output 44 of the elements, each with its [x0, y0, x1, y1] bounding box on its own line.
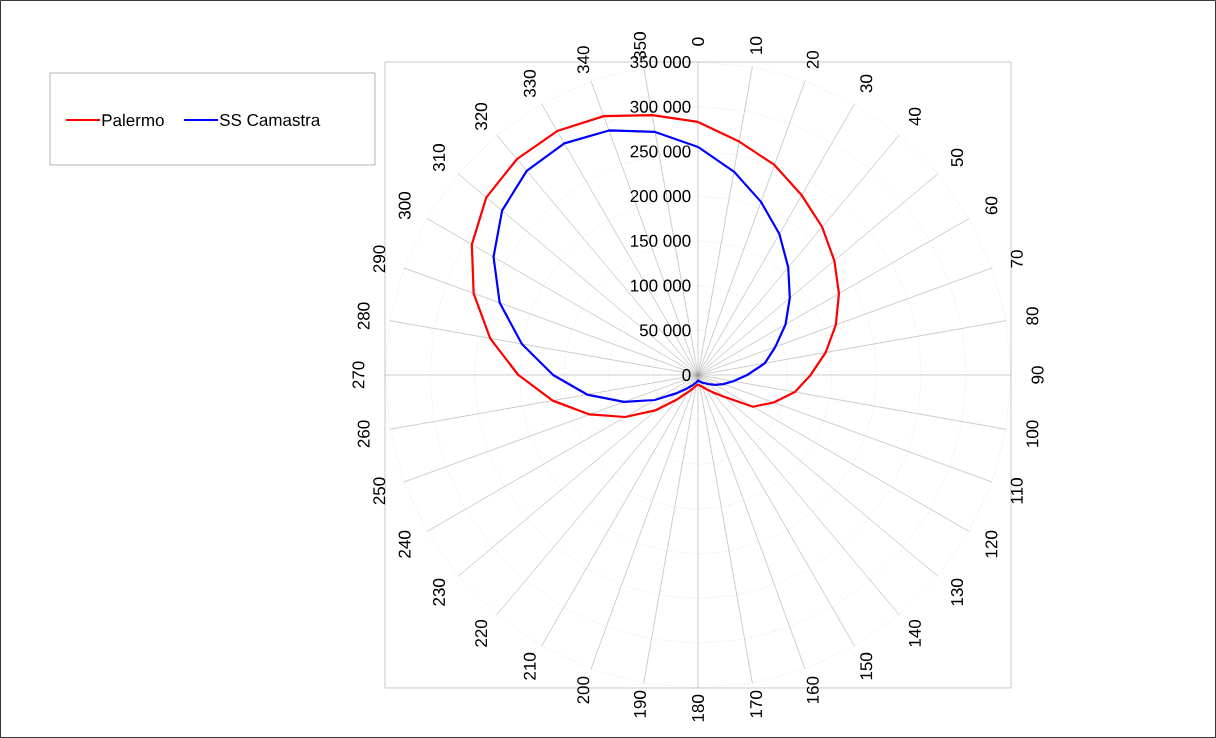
spoke-label: 10 [750, 36, 763, 54]
spoke-label: 340 [577, 46, 590, 74]
spoke-label: 0 [691, 37, 705, 46]
spoke-label: 120 [985, 530, 998, 558]
legend-label: Palermo [102, 113, 164, 127]
spoke-label: 320 [475, 103, 488, 131]
spoke-label: 300 [398, 192, 411, 220]
spoke-label: 130 [951, 578, 964, 606]
spoke-label: 170 [750, 690, 763, 718]
spoke-label: 20 [806, 50, 819, 69]
spoke-label: 70 [1010, 250, 1023, 268]
spoke-label: 290 [373, 245, 386, 273]
spoke-label: 90 [1031, 366, 1044, 384]
spoke-label: 160 [806, 676, 819, 704]
spoke-label: 230 [432, 578, 445, 606]
spoke-label: 80 [1026, 307, 1039, 325]
spoke-label: 310 [432, 144, 445, 172]
spoke-label: 180 [691, 694, 705, 722]
spoke-label: 30 [860, 74, 873, 93]
legend-label: SS Camastra [219, 113, 321, 127]
y-tick-label: 200 000 [630, 190, 691, 203]
y-tick-label: 50 000 [639, 324, 691, 337]
spoke-label: 240 [398, 530, 411, 558]
spoke-label: 250 [373, 477, 386, 505]
spoke-label: 50 [951, 148, 964, 167]
y-tick-label: 100 000 [631, 279, 691, 292]
spoke-label: 40 [908, 107, 921, 126]
spoke-label: 140 [908, 619, 921, 647]
spoke-label: 100 [1026, 420, 1039, 447]
y-tick-label: 0 [682, 368, 691, 382]
spoke-label: 200 [577, 676, 590, 704]
y-tick-label: 250 000 [630, 145, 691, 158]
spoke-label: 150 [860, 652, 873, 680]
spoke-label: 220 [475, 619, 488, 647]
spoke-label: 190 [633, 690, 646, 718]
spoke-label: 270 [352, 361, 365, 389]
spoke-label: 330 [523, 70, 536, 98]
spoke-label: 60 [985, 196, 998, 215]
y-tick-label: 300 000 [630, 100, 691, 113]
spoke-label: 280 [357, 302, 370, 330]
spoke-label: 260 [357, 420, 370, 448]
y-tick-label: 150 000 [631, 234, 691, 247]
spoke-label: 210 [523, 652, 536, 680]
spoke-label: 110 [1010, 478, 1023, 504]
